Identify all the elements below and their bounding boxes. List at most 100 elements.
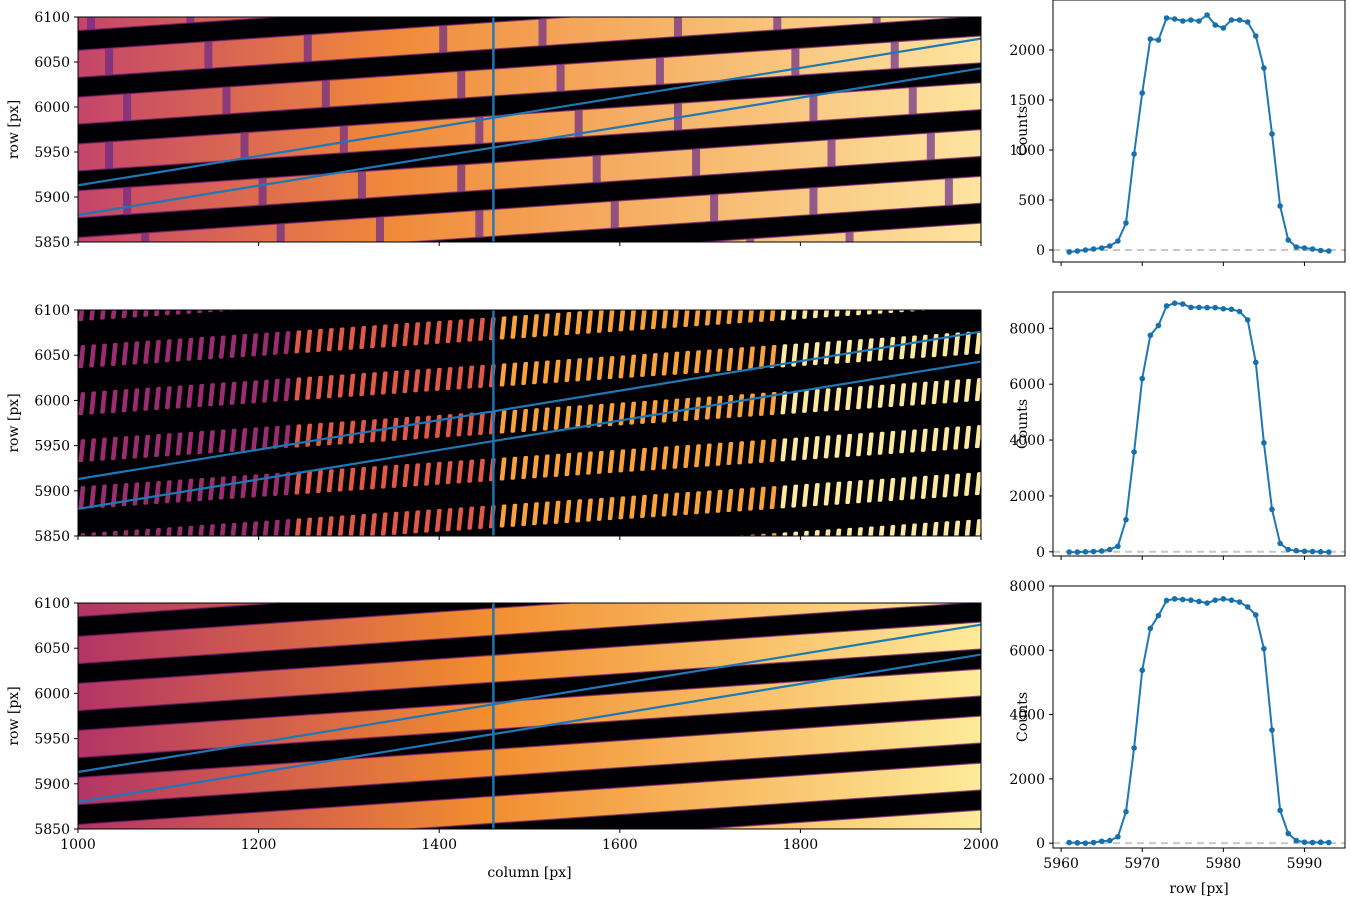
band-edge: [78, 742, 981, 806]
band-dash: [737, 488, 745, 512]
band-dash: [780, 250, 787, 273]
band-dash: [931, 428, 939, 452]
band-dash: [824, 576, 831, 599]
band-dash: [672, 258, 679, 281]
band-dash: [845, 575, 852, 598]
band-dash: [661, 352, 669, 376]
band-edge: [78, 0, 981, 4]
band-dash: [175, 338, 183, 362]
band-dash: [424, 321, 431, 345]
band-dash: [186, 573, 193, 596]
band-dash: [402, 558, 409, 581]
band-dash: [229, 381, 237, 405]
band-dash: [899, 383, 907, 407]
absorption-dip: [611, 248, 619, 275]
band-dash: [110, 436, 118, 460]
profile-point: [1228, 306, 1235, 313]
band-dash: [802, 249, 809, 272]
band-dash: [240, 310, 248, 311]
band-dash: [769, 486, 777, 510]
band-dash: [910, 571, 917, 594]
band-dash: [251, 286, 258, 309]
band-dash: [391, 464, 399, 488]
band-dash: [564, 453, 572, 477]
band-dash: [931, 522, 939, 536]
profile-point: [1196, 304, 1202, 311]
band-dash: [197, 525, 205, 536]
spectral-band: [78, 716, 981, 805]
profile-point: [1139, 667, 1146, 674]
boundary-line: [78, 67, 981, 217]
band-dash: [737, 582, 744, 605]
band-dash: [78, 392, 86, 416]
band-dash: [132, 341, 140, 365]
band-dash: [164, 339, 172, 363]
band-dash: [640, 494, 647, 518]
band-dash: [348, 420, 356, 444]
band-dash: [672, 445, 680, 469]
band-dash: [737, 535, 745, 536]
band-dash: [186, 431, 194, 455]
band-dash: [650, 400, 658, 424]
band-dash: [542, 360, 550, 384]
band-dash: [597, 263, 604, 286]
band-dash: [413, 322, 421, 346]
band-dash: [888, 477, 896, 502]
y-tick-label: 6050: [34, 641, 70, 657]
band-dash: [272, 378, 280, 402]
band-dash: [467, 272, 474, 295]
profile-point: [1301, 245, 1308, 251]
band-dash: [337, 421, 345, 445]
profile-point: [1228, 17, 1235, 23]
absorption-dip: [277, 271, 285, 298]
band-dash: [705, 255, 712, 278]
band-dash: [910, 241, 917, 264]
band-dash: [716, 255, 723, 278]
band-dash: [240, 334, 248, 358]
band-dash: [661, 310, 669, 329]
band-dash: [273, 567, 280, 590]
absorption-dip: [123, 94, 132, 122]
band-dash: [824, 247, 831, 270]
band-dash: [467, 365, 475, 389]
profile-point: [1179, 301, 1186, 307]
band-dash: [262, 286, 269, 309]
band-dash: [899, 310, 907, 313]
absorption-dip: [457, 164, 466, 192]
band-dash: [554, 266, 561, 289]
band-dash: [370, 325, 377, 349]
band-dash: [942, 380, 950, 404]
profile-point: [1196, 598, 1202, 605]
profile-point: [1171, 596, 1178, 602]
band-dash: [715, 395, 723, 419]
band-dash: [823, 482, 831, 506]
absorption-dip: [692, 149, 701, 177]
band-dash: [89, 391, 97, 415]
band-dash: [748, 310, 755, 323]
band-dash: [294, 424, 302, 448]
band-dash: [348, 280, 355, 303]
band-dash: [294, 377, 302, 401]
band-dash: [446, 273, 453, 296]
band-dash: [132, 310, 140, 318]
spectral-band: [78, 310, 939, 369]
band-dash: [272, 331, 280, 355]
band-dash: [910, 429, 917, 453]
profile-point: [1269, 131, 1275, 137]
band-edge: [399, 202, 981, 242]
band-dash: [327, 281, 334, 304]
band-dash: [197, 572, 204, 595]
x-tick-label: 1200: [241, 837, 277, 853]
profile-point: [1212, 304, 1219, 311]
band-dash: [650, 353, 658, 377]
y-tick-label: 0: [1036, 836, 1045, 852]
band-dash: [78, 533, 86, 536]
band-dash: [704, 443, 712, 467]
profile-point: [1236, 308, 1243, 315]
image-panel-1: 5850 5900 5950 6000 6050 6100 row [px]: [6, 0, 982, 298]
band-dash: [845, 246, 852, 269]
band-dash: [262, 520, 269, 536]
band-dash: [791, 437, 799, 461]
band-dash: [650, 494, 658, 518]
band-dash: [122, 577, 129, 600]
